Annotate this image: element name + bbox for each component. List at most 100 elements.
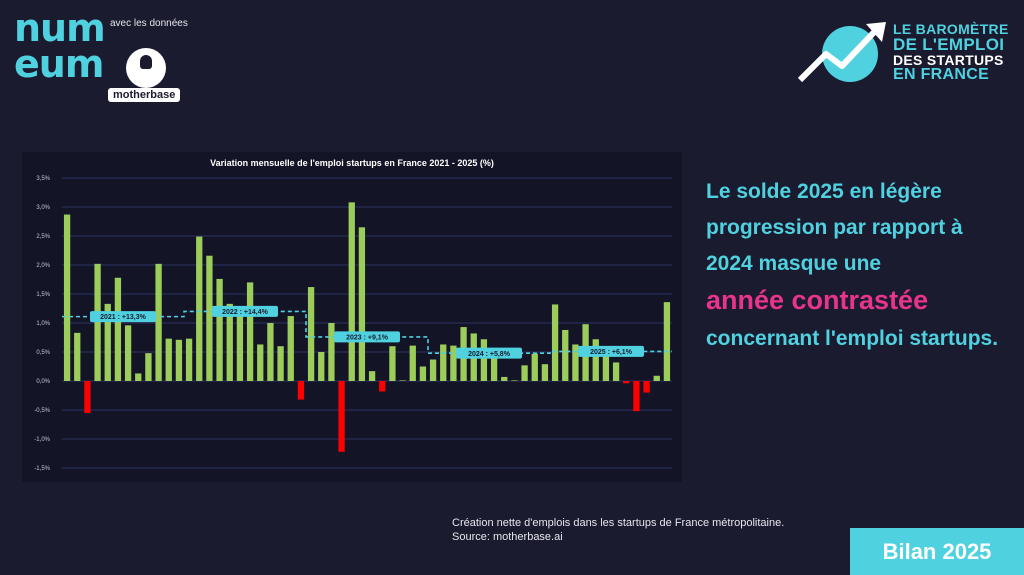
bar (257, 344, 264, 381)
bar (531, 353, 538, 381)
bar (592, 339, 599, 381)
bar (490, 357, 498, 381)
bar (612, 362, 620, 381)
bar (318, 352, 325, 381)
barometer-chart-icon (798, 22, 886, 83)
bar (216, 278, 223, 381)
bar (562, 329, 569, 381)
bar (348, 202, 355, 381)
headline: Le solde 2025 en légère progression par … (706, 174, 1006, 357)
bar (104, 303, 111, 381)
source-line-1: Création nette d'emplois dans les startu… (452, 517, 785, 529)
bar (358, 227, 366, 381)
bar (63, 214, 71, 381)
annual-label: 2022 : +14,4% (222, 309, 269, 316)
bar (135, 373, 142, 381)
bar (429, 359, 437, 381)
bar (643, 381, 650, 393)
annual-label: 2023 : +9,1% (346, 335, 389, 342)
bar (368, 371, 376, 381)
bar (521, 365, 528, 381)
bar (307, 287, 315, 381)
bar (206, 255, 213, 381)
bar (236, 316, 244, 381)
bar (501, 376, 508, 381)
numeum-logo-line-1: num (14, 6, 106, 50)
y-tick-label: 0,0% (36, 379, 50, 385)
motherbase-mascot-icon (140, 55, 152, 69)
avec-les-donnees-text: avec les données (110, 18, 188, 29)
monthly-employment-chart: Variation mensuelle de l'emploi startups… (22, 152, 682, 482)
y-tick-label: -1,5% (34, 466, 50, 472)
headline-part-1: Le solde 2025 en légère progression par … (706, 180, 963, 275)
bar (185, 338, 193, 381)
headline-part-2: concernant l'emploi startups. (706, 327, 999, 350)
bar (328, 323, 335, 381)
bar (399, 380, 406, 382)
bar (277, 346, 284, 381)
y-tick-label: 2,0% (36, 263, 50, 269)
y-tick-label: 1,0% (36, 321, 50, 327)
numeum-logo: num eum (14, 6, 106, 86)
annual-label-box (456, 347, 522, 359)
numeum-logo-line-2: eum (14, 42, 104, 86)
y-tick-label: -0,5% (34, 408, 50, 414)
bar (379, 381, 386, 392)
bar (165, 338, 172, 381)
annual-label-box (90, 311, 156, 323)
annual-label: 2024 : +5,8% (468, 351, 511, 358)
annual-label-box (578, 345, 644, 357)
barometre-line-3: DES STARTUPS (893, 52, 1004, 68)
bar (541, 364, 549, 381)
y-tick-label: 2,5% (36, 234, 50, 240)
bar (287, 316, 294, 381)
bar (84, 381, 91, 413)
barometre-line-1: LE BAROMÈTRE (893, 21, 1009, 37)
bar (226, 303, 233, 381)
bar (338, 381, 345, 452)
y-tick-label: 3,0% (36, 205, 50, 211)
barometre-line-2: DE L'EMPLOI (893, 35, 1005, 54)
bar (74, 332, 81, 381)
bar (480, 339, 488, 381)
bar (602, 356, 610, 381)
bar (175, 339, 183, 381)
bar (409, 345, 416, 381)
headline-highlight: année contrastée (706, 285, 929, 315)
annual-label: 2025 : +6,1% (590, 349, 633, 356)
annual-label-box (212, 305, 278, 317)
bar (511, 380, 518, 382)
bar (419, 366, 427, 381)
bar (623, 381, 630, 384)
bar (196, 236, 203, 381)
bar (267, 323, 274, 381)
barometre-line-4: EN FRANCE (893, 66, 990, 83)
source-line-2: Source: motherbase.ai (452, 531, 563, 543)
bar (155, 263, 162, 381)
bar (124, 325, 132, 381)
bar (572, 344, 579, 381)
annual-label: 2021 : +13,3% (100, 314, 147, 321)
y-tick-label: 3,5% (36, 176, 50, 182)
source-note: Création nette d'emplois dans les startu… (452, 516, 784, 544)
bar (389, 346, 396, 381)
bar (246, 282, 254, 381)
bar (440, 344, 447, 381)
bar (551, 304, 559, 381)
motherbase-label: motherbase (108, 88, 181, 102)
bar (297, 381, 305, 400)
bilan-badge: Bilan 2025 (850, 528, 1024, 575)
bar (450, 345, 457, 381)
bar (653, 375, 660, 381)
bar (145, 353, 152, 381)
bar (633, 381, 640, 412)
y-tick-label: -1,0% (34, 437, 50, 443)
bar (663, 302, 671, 381)
barometre-title: LE BAROMÈTRE DE L'EMPLOI DES STARTUPS EN… (893, 22, 1009, 83)
bar (94, 263, 101, 381)
y-tick-label: 1,5% (36, 292, 50, 298)
y-tick-label: 0,5% (36, 350, 50, 356)
annual-label-box (334, 331, 400, 343)
bar (114, 277, 122, 381)
annual-average-line (62, 310, 672, 354)
